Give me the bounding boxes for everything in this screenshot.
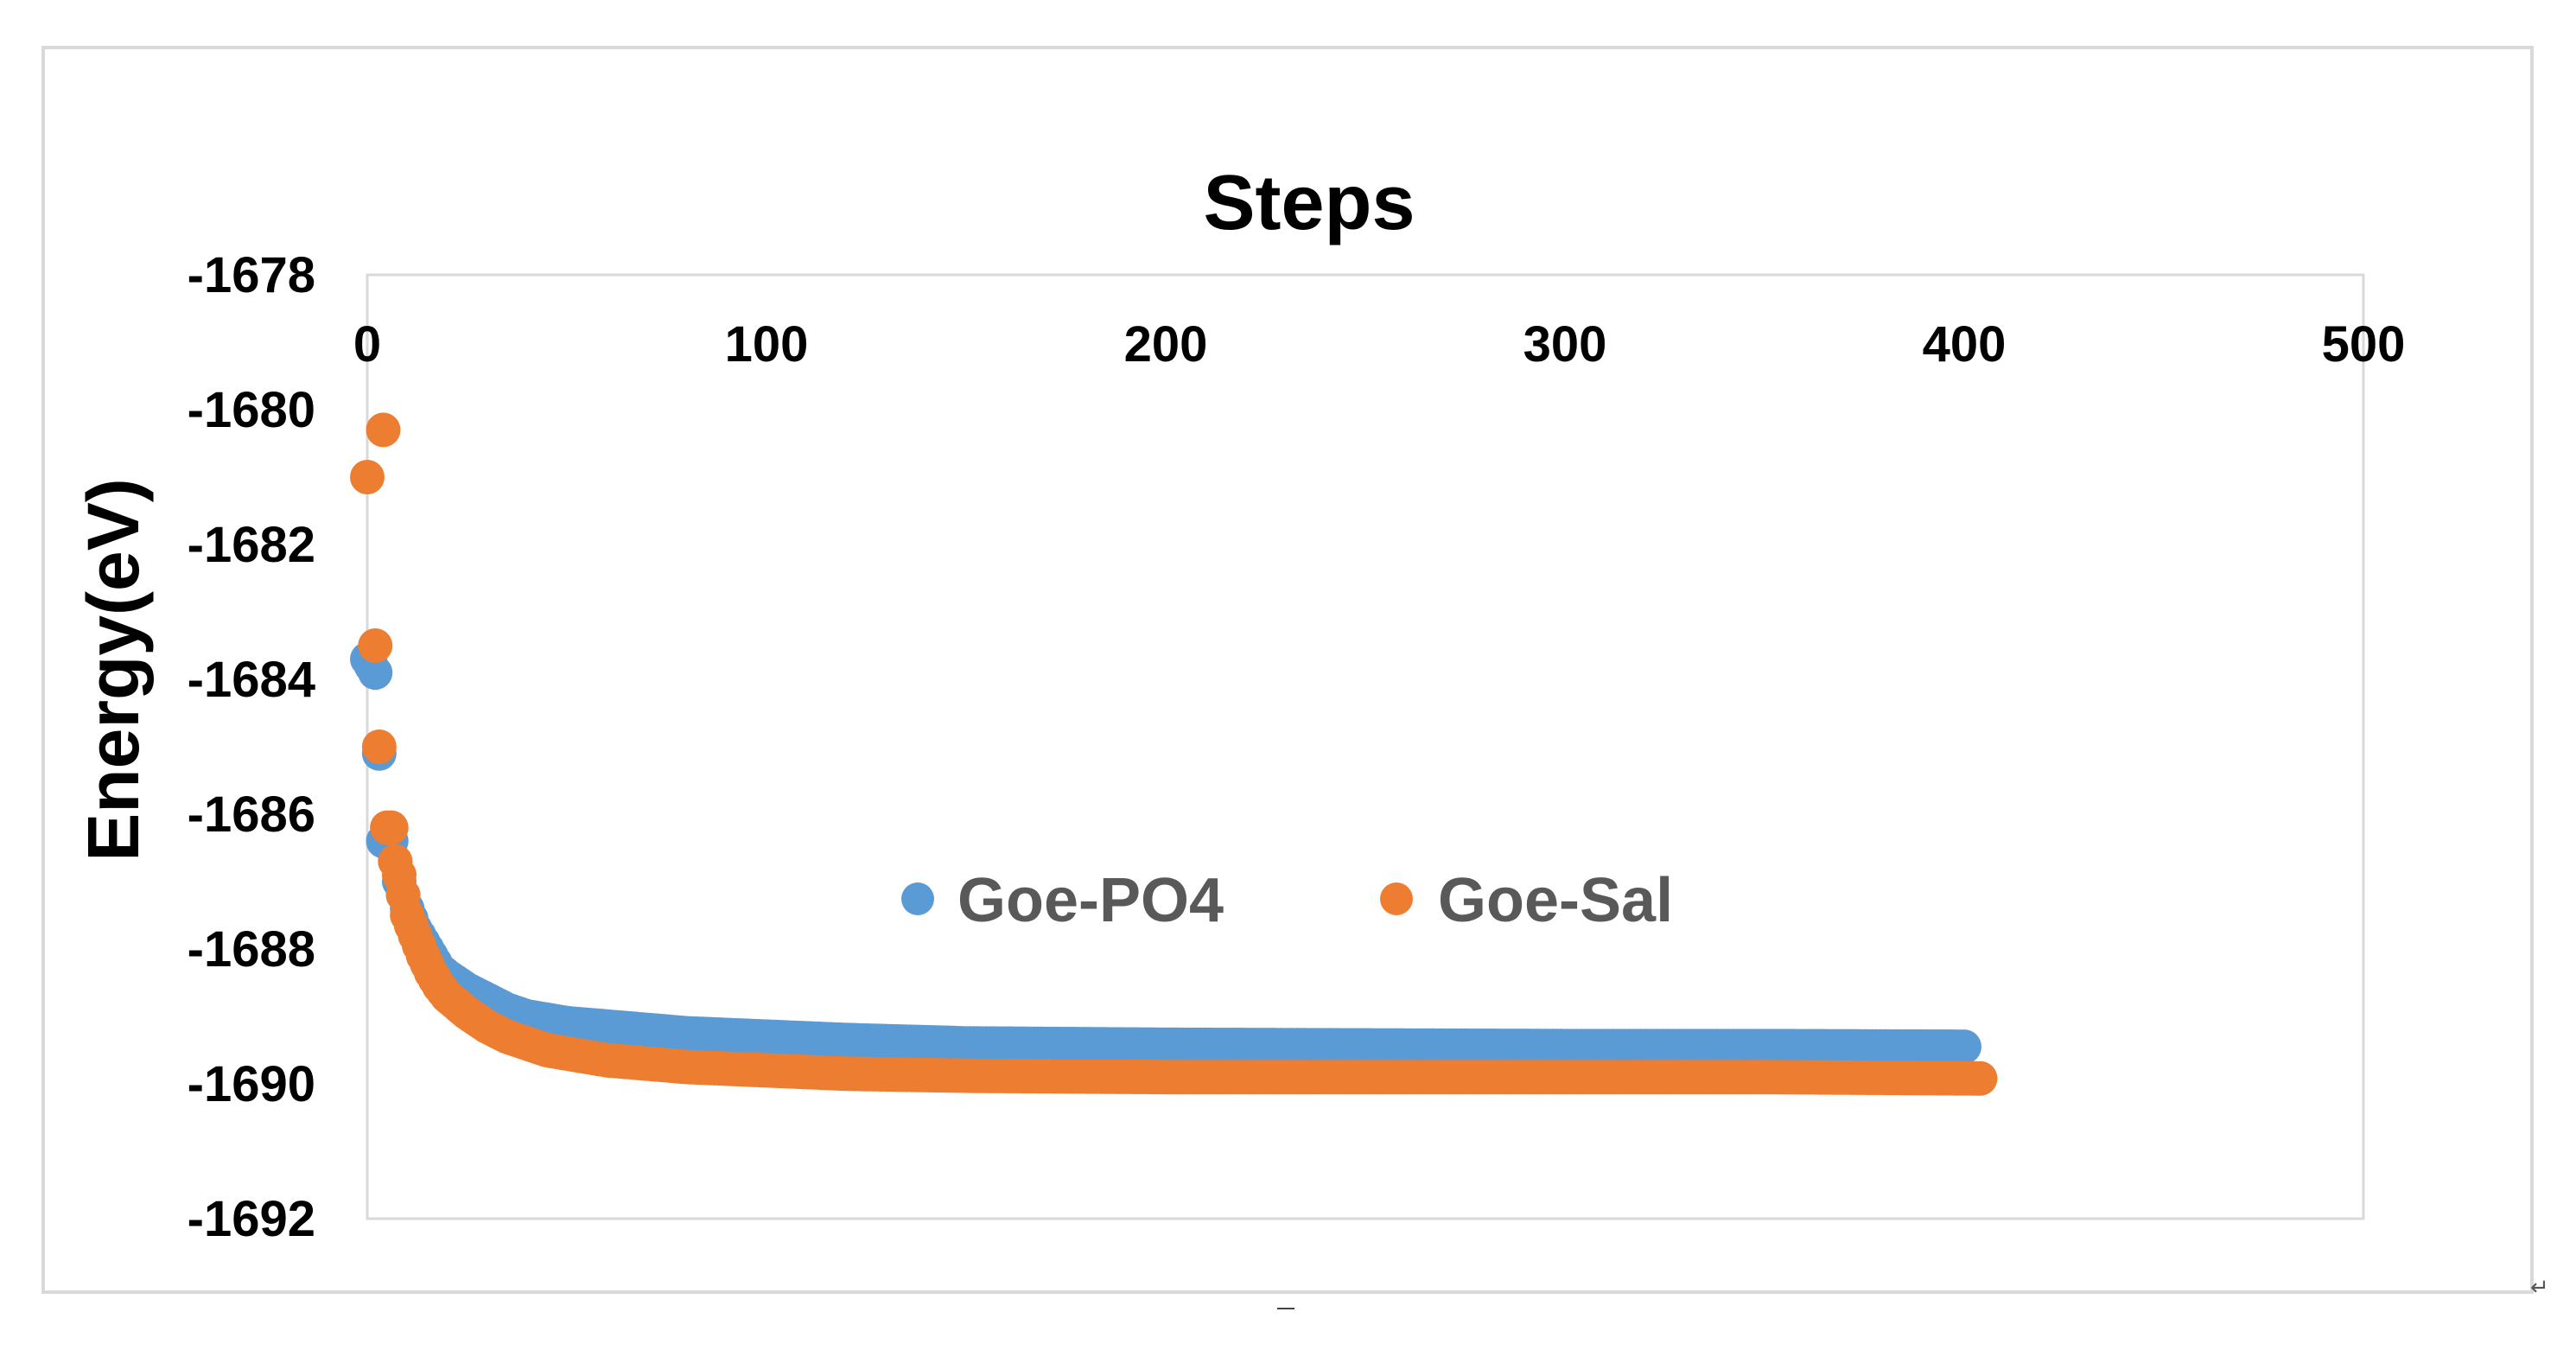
x-tick-label: 400 (1923, 316, 2007, 373)
y-tick-label: -1678 (188, 247, 315, 303)
return-mark: ↵ (2530, 1275, 2549, 1301)
y-axis-label: Energy(eV) (73, 478, 154, 861)
x-tick-label: 500 (2322, 316, 2406, 373)
y-tick-label: -1688 (188, 921, 315, 978)
data-point (361, 729, 397, 764)
data-point (366, 412, 401, 448)
x-tick-label: 100 (725, 316, 809, 373)
chart-title: Steps (1203, 160, 1415, 246)
y-tick-label: -1682 (188, 517, 315, 573)
data-point (1962, 1060, 1998, 1096)
y-tick-labels: -1678 -1680 -1682 -1684 -1686 -1688 -1690 -1692 (188, 247, 315, 1247)
legend-label: Goe-Sal (1438, 866, 1673, 935)
legend-marker (1380, 882, 1413, 915)
data-point (358, 628, 393, 663)
series-goe-sal (350, 412, 1998, 1096)
y-tick-label: -1690 (188, 1056, 315, 1112)
y-tick-label: -1692 (188, 1191, 315, 1247)
data-point (358, 655, 393, 691)
x-tick-labels: 0 100 200 300 400 500 (353, 316, 2406, 373)
data-point (350, 460, 385, 494)
x-tick-label: 200 (1124, 316, 1208, 373)
legend: Goe-PO4 Goe-Sal (901, 866, 1673, 935)
data-point (373, 810, 409, 845)
legend-label: Goe-PO4 (957, 866, 1224, 935)
data-point (1947, 1029, 1981, 1065)
legend-marker (901, 882, 934, 915)
x-tick-label: 0 (353, 316, 381, 373)
y-tick-label: -1686 (188, 787, 315, 843)
series-goe-po4 (350, 641, 1981, 1065)
x-tick-label: 300 (1523, 316, 1607, 373)
y-tick-label: -1680 (188, 382, 315, 438)
y-tick-label: -1684 (188, 652, 315, 708)
data-points (350, 412, 1998, 1096)
